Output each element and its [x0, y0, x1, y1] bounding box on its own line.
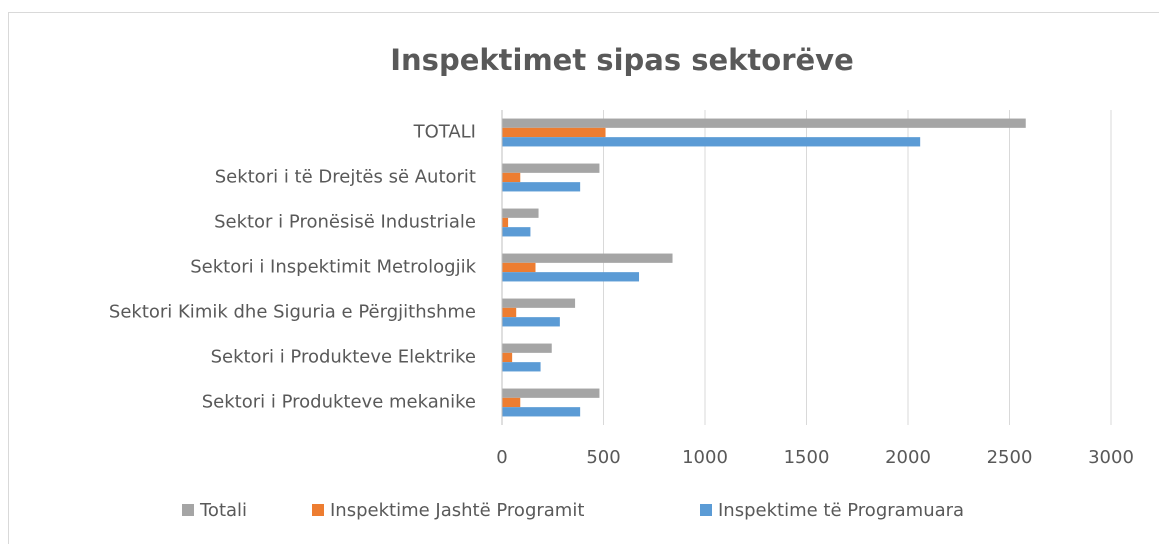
legend-label: Inspektime Jashtë Programit [330, 500, 584, 521]
y-tick-label: Sektori i Produkteve Elektrike [211, 347, 476, 368]
y-tick-label: Sektori Kimik dhe Siguria e Përgjithshme [109, 302, 476, 323]
legend-swatch [700, 504, 712, 516]
y-tick-label: Sektori i Produkteve mekanike [202, 392, 476, 413]
bar [502, 362, 541, 372]
bar [502, 307, 517, 318]
bar [502, 253, 673, 263]
x-tick-label: 3000 [1088, 447, 1134, 468]
x-tick-label: 2000 [885, 447, 931, 468]
bar [502, 262, 536, 273]
bar [502, 388, 600, 398]
y-tick-label: Sektor i Pronësisë Industriale [214, 212, 476, 233]
x-tick-label: 2500 [987, 447, 1033, 468]
bar [502, 343, 552, 353]
bar [502, 298, 576, 308]
legend-label: Totali [199, 500, 247, 521]
bar [502, 272, 640, 282]
legend-label: Inspektime të Programuara [718, 500, 964, 521]
bar [502, 227, 531, 237]
x-tick-label: 0 [496, 447, 507, 468]
bar [502, 217, 509, 228]
legend-swatch [182, 504, 194, 516]
legend-swatch [312, 504, 324, 516]
y-tick-label: Sektori i të Drejtës së Autorit [215, 167, 476, 188]
bar [502, 407, 581, 417]
y-tick-label: TOTALI [413, 122, 476, 143]
bar [502, 127, 606, 138]
bar [502, 397, 521, 408]
bar [502, 352, 513, 363]
y-tick-label: Sektori i Inspektimit Metrologjik [190, 257, 476, 278]
bar [502, 317, 560, 327]
bar [502, 182, 581, 192]
bar [502, 208, 539, 218]
bar [502, 172, 521, 183]
bar [502, 118, 1026, 128]
bar [502, 163, 600, 173]
bar [502, 137, 921, 147]
x-tick-label: 500 [586, 447, 620, 468]
chart-title: Inspektimet sipas sektorëve [390, 43, 854, 77]
x-tick-label: 1000 [682, 447, 728, 468]
x-tick-label: 1500 [784, 447, 830, 468]
